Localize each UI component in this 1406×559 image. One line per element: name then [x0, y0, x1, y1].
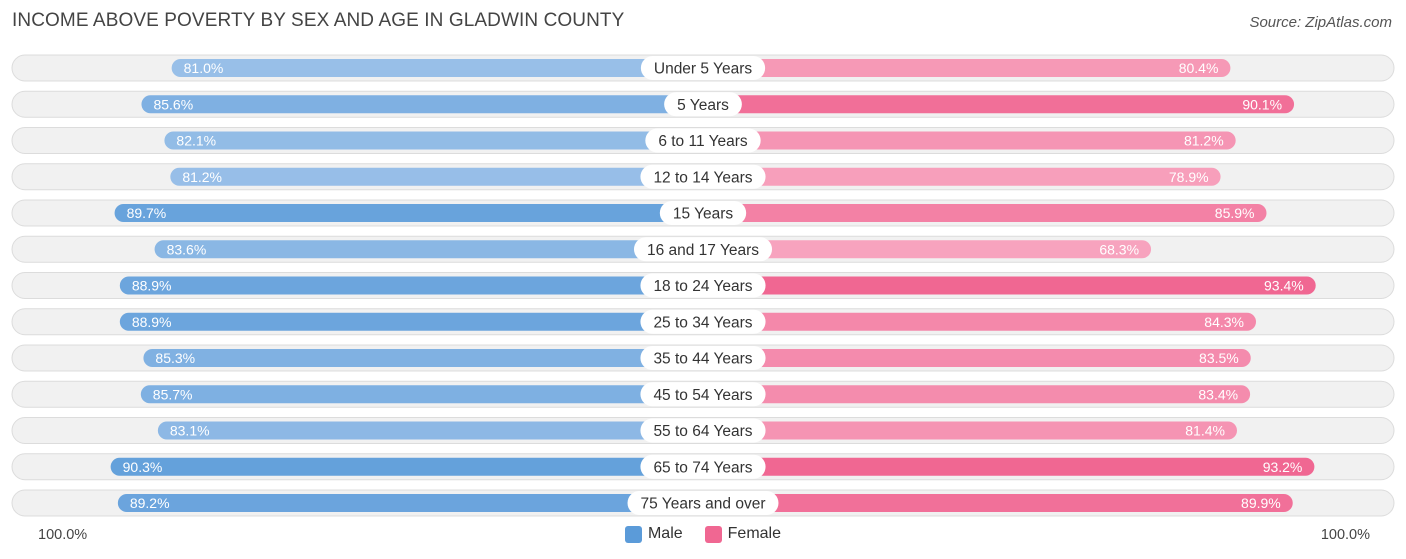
- category-pill: [664, 92, 742, 117]
- male-bar[interactable]: [140, 385, 704, 404]
- category-pill: [640, 346, 766, 370]
- male-value-label: 88.9%: [132, 314, 172, 330]
- category-pill: [640, 164, 766, 189]
- source-label: Source: ZipAtlas.com: [1249, 14, 1392, 31]
- female-value-label: 83.4%: [1198, 386, 1238, 402]
- female-value-label: 81.2%: [1184, 133, 1224, 149]
- category-label: 65 to 74 Years: [653, 459, 752, 476]
- male-bar[interactable]: [114, 204, 704, 222]
- legend: Male Female: [0, 525, 1406, 543]
- legend-swatch-male: [624, 525, 642, 543]
- male-bar[interactable]: [141, 95, 704, 114]
- female-bar[interactable]: [703, 240, 1152, 259]
- male-value-label: 89.7%: [127, 205, 167, 221]
- female-value-label: 93.2%: [1263, 459, 1303, 475]
- category-label: 35 to 44 Years: [653, 351, 752, 368]
- category-label: 25 to 34 Years: [653, 314, 752, 331]
- male-value-label: 82.1%: [176, 133, 216, 149]
- male-bar[interactable]: [154, 240, 704, 259]
- male-value-label: 85.6%: [153, 96, 193, 112]
- axis-left-label: 100.0%: [38, 527, 88, 543]
- male-bar[interactable]: [157, 421, 703, 440]
- category-pill: [640, 454, 766, 479]
- legend-item-male[interactable]: Male: [624, 525, 683, 543]
- category-label: 12 to 14 Years: [653, 169, 752, 186]
- category-pill: [633, 237, 773, 262]
- category-label: 45 to 54 Years: [653, 387, 752, 404]
- male-value-label: 85.7%: [153, 386, 193, 402]
- female-bar[interactable]: [703, 95, 1295, 114]
- female-bar[interactable]: [703, 312, 1257, 331]
- female-value-label: 89.9%: [1241, 495, 1281, 511]
- category-label: 18 to 24 Years: [653, 278, 752, 295]
- male-value-label: 90.3%: [123, 459, 163, 475]
- female-bar[interactable]: [703, 494, 1293, 512]
- category-label: 5 Years: [677, 97, 729, 114]
- male-value-label: 81.2%: [182, 169, 222, 185]
- female-value-label: 78.9%: [1169, 169, 1209, 185]
- legend-label-female: Female: [727, 525, 782, 542]
- male-value-label: 85.3%: [155, 350, 195, 366]
- female-value-label: 85.9%: [1215, 205, 1255, 221]
- category-pill: [640, 56, 766, 80]
- category-pill: [659, 201, 747, 225]
- male-value-label: 81.0%: [184, 60, 224, 76]
- female-value-label: 83.5%: [1199, 350, 1239, 366]
- female-value-label: 81.4%: [1185, 423, 1225, 439]
- male-bar[interactable]: [110, 457, 703, 476]
- female-bar[interactable]: [703, 385, 1251, 404]
- category-pill: [645, 128, 761, 153]
- female-value-label: 68.3%: [1099, 241, 1139, 257]
- male-bar[interactable]: [143, 349, 703, 367]
- category-pill: [627, 491, 779, 515]
- category-label: 16 and 17 Years: [647, 242, 759, 259]
- category-pill: [640, 309, 766, 334]
- male-value-label: 83.1%: [170, 423, 210, 439]
- category-pill: [640, 382, 766, 407]
- female-bar[interactable]: [703, 421, 1237, 440]
- chart-title: INCOME ABOVE POVERTY BY SEX AND AGE IN G…: [12, 10, 625, 31]
- category-pill: [640, 418, 766, 443]
- male-value-label: 89.2%: [130, 495, 170, 511]
- legend-item-female[interactable]: Female: [704, 525, 782, 543]
- female-bar[interactable]: [703, 276, 1316, 295]
- female-bar[interactable]: [703, 167, 1221, 186]
- category-label: 75 Years and over: [641, 496, 766, 513]
- category-label: Under 5 Years: [654, 61, 752, 78]
- female-bar[interactable]: [703, 131, 1236, 150]
- female-value-label: 90.1%: [1242, 96, 1282, 112]
- male-bar[interactable]: [119, 312, 704, 331]
- male-bar[interactable]: [119, 276, 704, 295]
- male-bar[interactable]: [171, 59, 703, 77]
- category-label: 15 Years: [673, 206, 734, 223]
- female-bar[interactable]: [703, 349, 1251, 367]
- male-value-label: 88.9%: [132, 278, 172, 294]
- female-bar[interactable]: [703, 457, 1315, 476]
- female-bar[interactable]: [703, 204, 1267, 222]
- female-bar[interactable]: [703, 59, 1231, 77]
- legend-swatch-female: [704, 525, 722, 543]
- category-label: 55 to 64 Years: [653, 423, 752, 440]
- male-value-label: 83.6%: [167, 241, 207, 257]
- male-bar[interactable]: [164, 131, 703, 150]
- legend-label-male: Male: [647, 525, 683, 542]
- male-bar[interactable]: [117, 494, 703, 512]
- female-value-label: 80.4%: [1179, 60, 1219, 76]
- female-value-label: 93.4%: [1264, 278, 1304, 294]
- category-pill: [640, 273, 766, 298]
- male-bar[interactable]: [170, 167, 703, 186]
- female-value-label: 84.3%: [1204, 314, 1244, 330]
- category-label: 6 to 11 Years: [658, 133, 748, 150]
- axis-right-label: 100.0%: [1320, 527, 1370, 543]
